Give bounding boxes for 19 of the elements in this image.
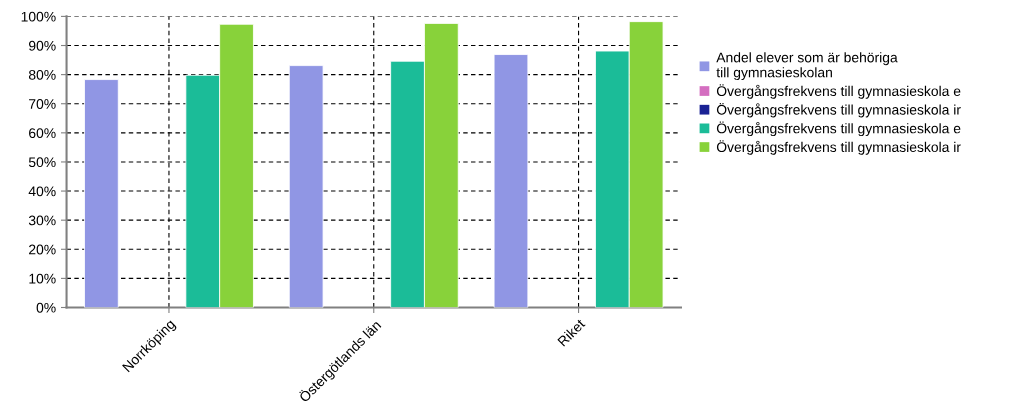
legend-label: Övergångsfrekvens till gymnasieskola e [716, 84, 961, 99]
y-tick-label: 20% [29, 244, 56, 255]
y-tick-label: 30% [28, 215, 56, 226]
bar [288, 65, 324, 308]
y-tick-label: 10% [29, 273, 56, 284]
y-tick-label: 80% [28, 69, 56, 80]
bar [493, 54, 529, 308]
y-tick-label: 70% [29, 99, 56, 109]
y-tick-label: 0% [36, 302, 56, 313]
legend-label: Övergångsfrekvens till gymnasieskola ir [716, 102, 961, 118]
legend-label: Andel elever som är behöriga till gymnasieskolan [716, 52, 898, 81]
y-tick-label: 100% [21, 11, 56, 22]
y-tick-label: 40% [28, 186, 56, 197]
bar [84, 79, 119, 308]
legend-label: Övergångsfrekvens till gymnasieskola e [716, 121, 961, 137]
legend-label: Övergångsfrekvens till gymnasieskola ir [716, 140, 961, 155]
y-tick-label: 60% [29, 128, 56, 139]
y-tick-label: 50% [28, 157, 56, 168]
y-tick-label: 90% [29, 40, 56, 51]
